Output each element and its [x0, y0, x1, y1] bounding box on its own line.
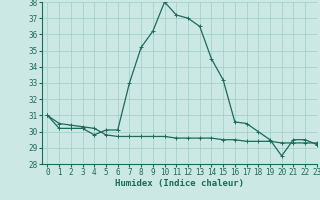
X-axis label: Humidex (Indice chaleur): Humidex (Indice chaleur) — [115, 179, 244, 188]
